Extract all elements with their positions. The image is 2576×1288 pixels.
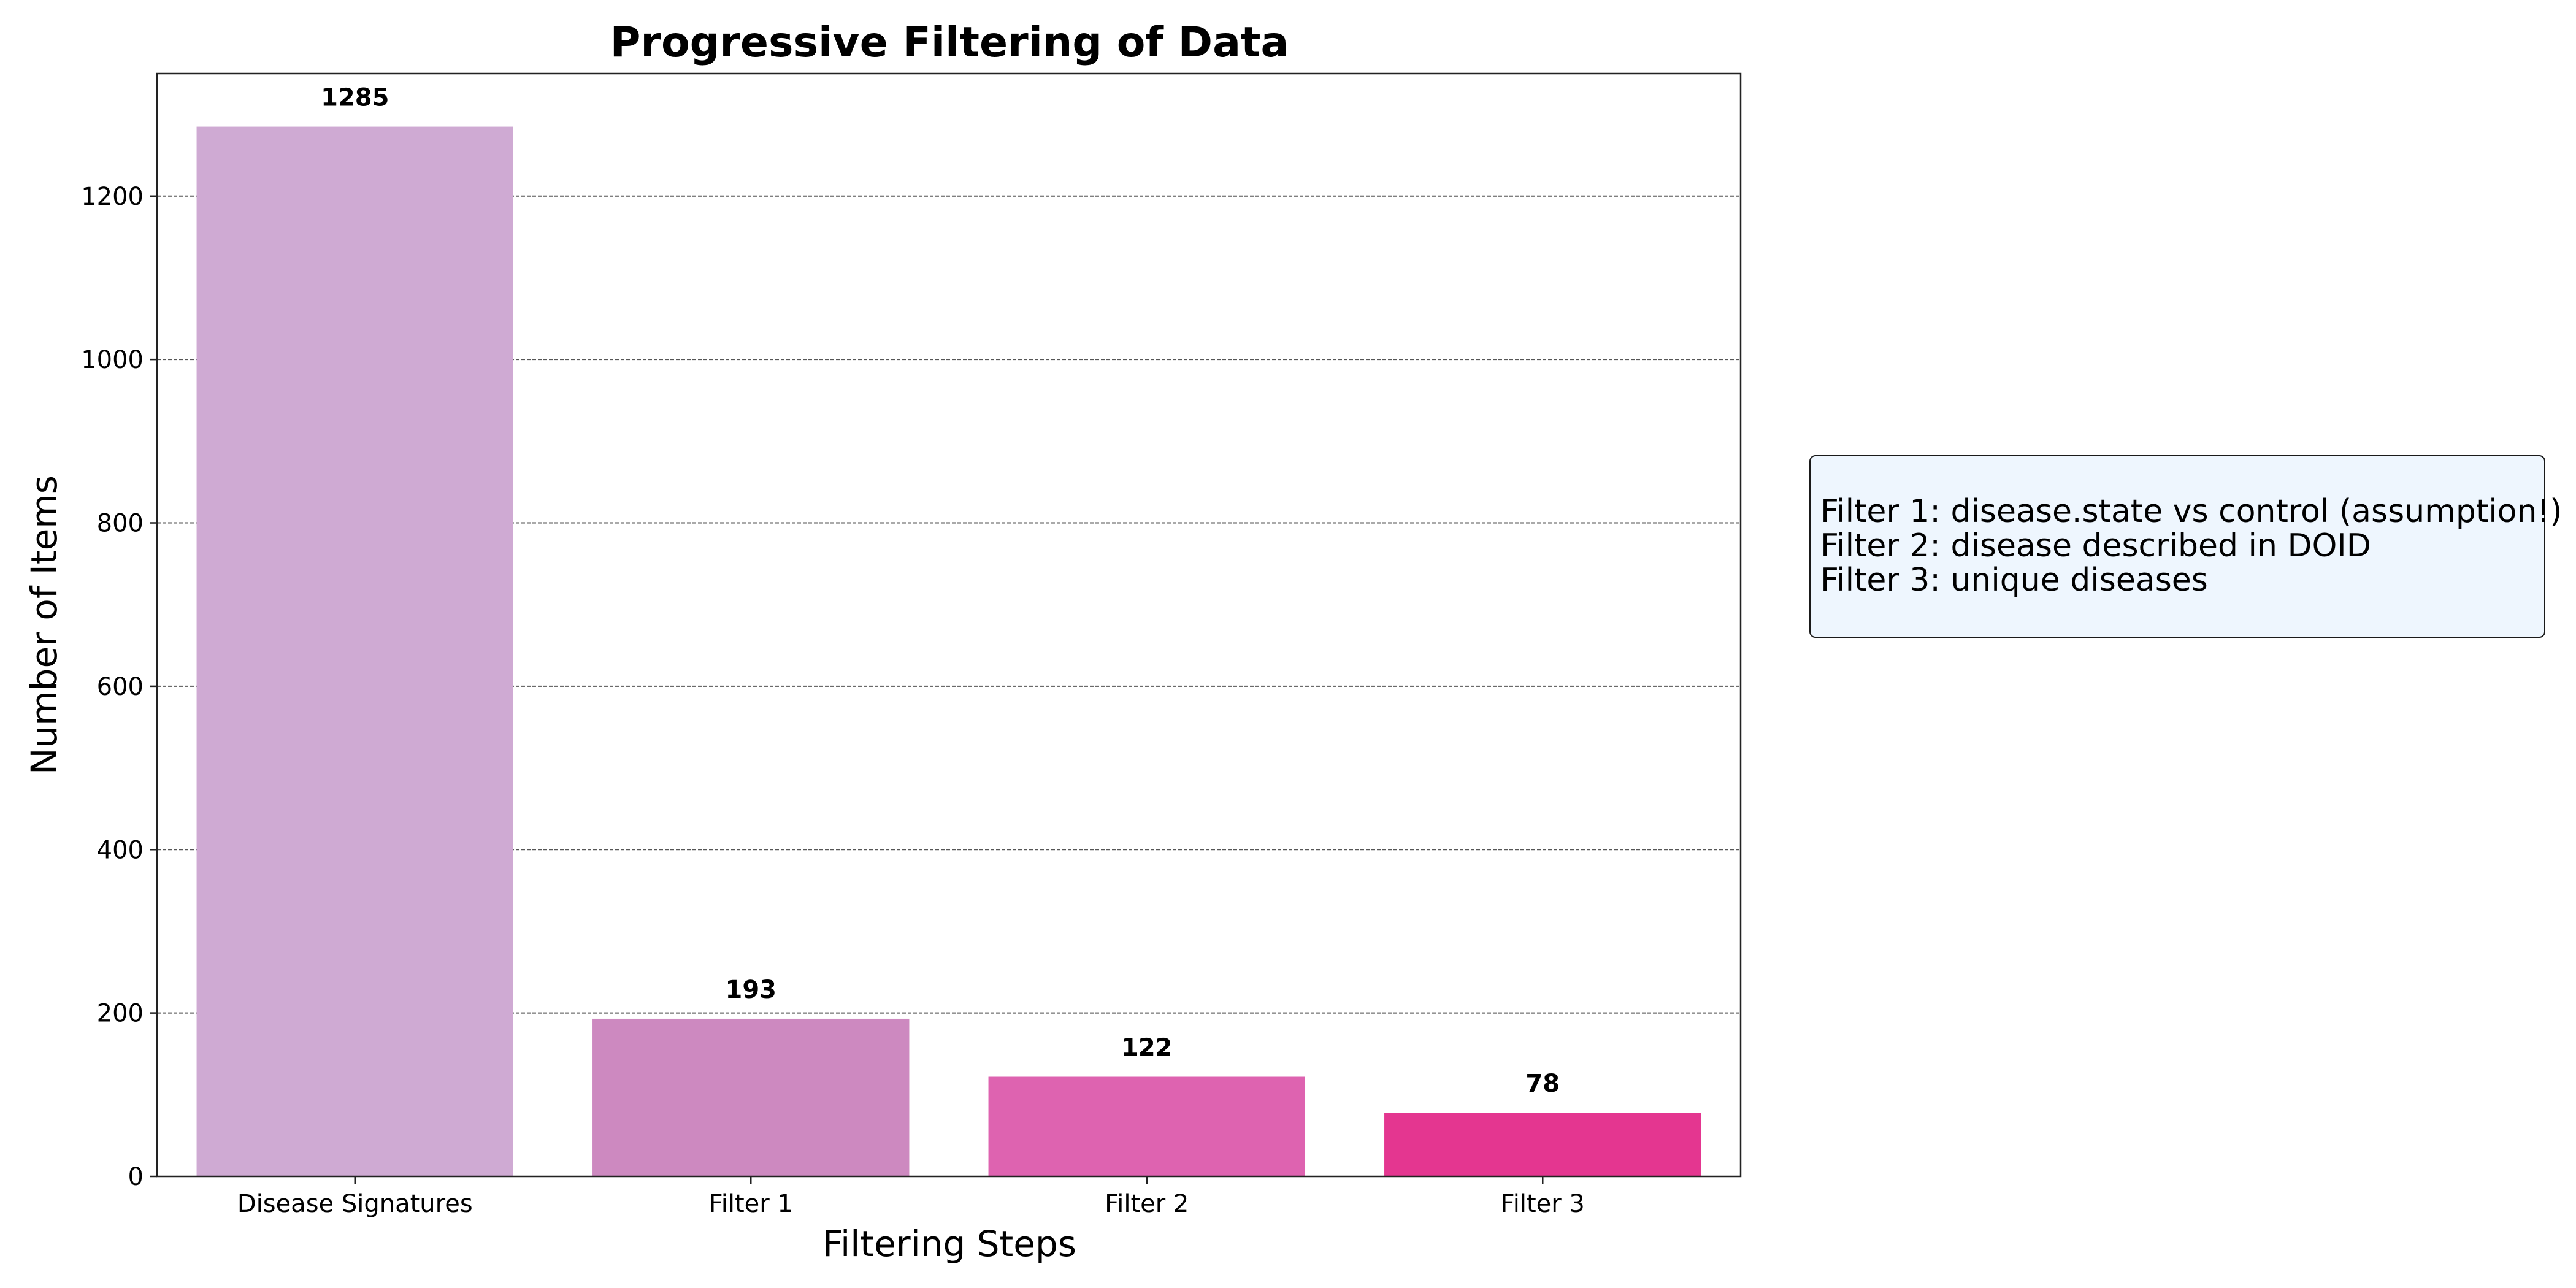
x-tick-label: Filter 1 [709,1190,793,1218]
bar-value-label: 1285 [321,84,389,112]
y-tick-label: 1200 [81,183,144,211]
y-axis-ticks: 0 200 400 600 800 1000 1200 [81,183,157,1191]
y-tick-label: 400 [97,836,144,864]
y-tick-label: 200 [97,1000,144,1028]
x-axis-label: Filtering Steps [822,1223,1076,1265]
bar [1384,1113,1701,1176]
chart-title: Progressive Filtering of Data [610,18,1289,67]
x-tick-label: Filter 3 [1501,1190,1585,1218]
y-tick-label: 0 [128,1163,144,1191]
y-axis-label: Number of Items [23,475,65,775]
filter-note-2: Filter 2: disease described in DOID [1820,527,2371,564]
filter-notes-box: Filter 1: disease.state vs control (assu… [1809,455,2563,638]
data-labels: 1285 193 122 78 [321,84,1560,1098]
grid-lines [157,195,1741,1014]
y-tick-label: 800 [97,510,144,538]
x-tick-label: Disease Signatures [237,1190,473,1218]
y-tick-label: 600 [97,673,144,701]
bar-value-label: 78 [1525,1070,1560,1098]
plot-frame [156,72,1742,1178]
filter-note-3: Filter 3: unique diseases [1820,562,2208,599]
x-axis-ticks: Disease Signatures Filter 1 Filter 2 Filter… [237,1176,1585,1218]
bar-value-label: 193 [726,976,777,1004]
filter-note-1: Filter 1: disease.state vs control (assu… [1820,493,2563,530]
bars [196,126,1701,1177]
y-tick-label: 1000 [81,346,144,374]
bar [592,1018,910,1176]
bar [988,1076,1305,1176]
bar [196,126,513,1177]
bar-value-label: 122 [1121,1034,1173,1062]
x-tick-label: Filter 2 [1105,1190,1189,1218]
